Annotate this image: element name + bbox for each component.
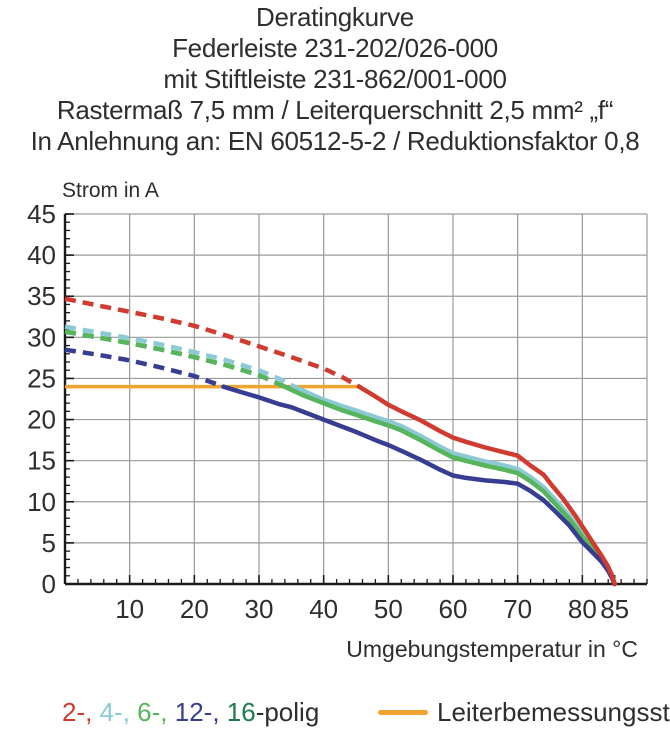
rated-current-legend: Leiterbemessungsstrom: [378, 697, 670, 728]
legend-part: 12-,: [174, 697, 227, 727]
chart-title-block: Deratingkurve Federleiste 231-202/026-00…: [0, 2, 670, 157]
y-tick-label: 15: [27, 446, 56, 476]
series-12-polig-solid: [221, 384, 617, 587]
series-4-polig-solid: [292, 384, 617, 587]
y-tick-label: 5: [42, 528, 56, 558]
x-tick-label: 20: [180, 594, 209, 624]
y-tick-label: 35: [27, 281, 56, 311]
pole-count-legend: 2-, 4-, 6-, 12-, 16-polig: [62, 697, 319, 728]
series-6-polig-dashed: [64, 329, 286, 389]
y-tick-label: 0: [42, 569, 56, 599]
series-4-polig-dashed: [64, 324, 296, 389]
title-line-4: Rastermaß 7,5 mm / Leiterquerschnitt 2,5…: [56, 95, 614, 125]
y-tick-label: 10: [27, 487, 56, 517]
x-tick-label: 40: [309, 594, 338, 624]
legend-part: 6-,: [137, 697, 175, 727]
series-16-polig-solid: [282, 384, 617, 587]
y-tick-label: 25: [27, 363, 56, 393]
x-tick-label: 70: [503, 594, 532, 624]
title-line-2: Federleiste 231-202/026-000: [172, 33, 498, 63]
title-line-1: Deratingkurve: [256, 2, 414, 32]
derating-curve-plot: 10 20 30 40 50 60 70 80 85 0 5 10 15 20 25 30 35 40 45: [27, 199, 648, 624]
x-tick-label: 80: [568, 594, 597, 624]
rated-current-line-swatch: [378, 710, 428, 715]
x-tick-label: 10: [115, 594, 144, 624]
y-axis-label: Strom in A: [62, 179, 159, 202]
series-12-polig-dashed: [64, 347, 225, 389]
legend-part: 4-,: [99, 697, 138, 727]
x-tick-label: 30: [245, 594, 274, 624]
legend-part: 16: [226, 697, 256, 727]
y-tick-label: 45: [27, 199, 56, 229]
series-2-polig-dashed: [64, 296, 361, 389]
title-line-3: mit Stiftleiste 231-862/001-000: [163, 64, 507, 94]
series-6-polig-solid: [282, 384, 617, 587]
x-tick-label: 60: [439, 594, 468, 624]
legend-part: -polig: [255, 697, 320, 727]
y-tick-label: 30: [27, 322, 56, 352]
y-tick-label: 20: [27, 405, 56, 435]
legend-part: 2-,: [62, 697, 100, 727]
y-tick-label: 40: [27, 240, 56, 270]
x-tick-label: 85: [600, 594, 629, 624]
series-2-polig-solid: [356, 384, 617, 587]
x-tick-label: 50: [374, 594, 403, 624]
title-line-5: In Anlehnung an: EN 60512-5-2 / Reduktio…: [30, 126, 640, 156]
x-axis-label: Umgebungstemperatur in °C: [346, 636, 638, 662]
rated-current-label: Leiterbemessungsstrom: [437, 697, 670, 727]
